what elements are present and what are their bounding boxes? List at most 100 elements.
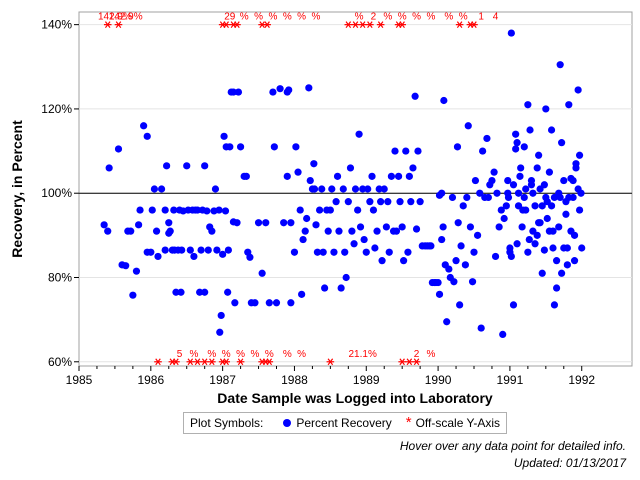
data-point [556, 61, 564, 69]
y-tick-label: 140% [41, 18, 72, 32]
data-point [287, 299, 295, 307]
data-point [298, 290, 306, 298]
data-point [512, 145, 520, 153]
data-point [457, 242, 465, 250]
data-point [114, 145, 123, 153]
data-point [570, 231, 579, 239]
offscale-marker-stroke [456, 21, 463, 29]
data-point [435, 290, 444, 298]
data-point [545, 168, 554, 176]
data-point [448, 193, 457, 202]
data-point [517, 164, 525, 172]
data-point [409, 164, 417, 172]
data-point [538, 269, 546, 277]
data-point [272, 299, 281, 307]
data-point [254, 219, 263, 227]
offscale-marker [412, 358, 421, 366]
data-point [313, 248, 322, 256]
data-point [172, 288, 180, 296]
data-point [542, 193, 550, 202]
data-point [251, 299, 259, 307]
offscale-label-top: % [355, 12, 364, 23]
offscale-marker [233, 21, 241, 29]
offscale-marker-stroke [471, 21, 477, 29]
data-point [242, 172, 250, 180]
data-point [525, 235, 533, 244]
data-point [504, 176, 512, 185]
data-point [477, 324, 485, 332]
data-point [100, 221, 108, 229]
data-point [337, 284, 345, 292]
offscale-marker [265, 358, 274, 366]
data-point [396, 198, 404, 206]
data-point [513, 139, 521, 147]
offscale-markers [103, 21, 478, 366]
data-point [560, 244, 568, 252]
offscale-label-top: 29 [224, 12, 236, 23]
data-point [132, 267, 141, 275]
data-point [229, 88, 238, 96]
data-point [407, 198, 415, 206]
data-point [341, 248, 349, 256]
offscale-label-bottom: % [265, 349, 274, 360]
data-point [186, 246, 194, 254]
offscale-label-top: % [444, 12, 453, 23]
offscale-marker [344, 21, 353, 29]
data-point [514, 189, 523, 197]
offscale-label-top: % [283, 12, 292, 23]
data-point [560, 176, 568, 185]
data-point [470, 248, 478, 256]
data-point [411, 92, 419, 100]
hover-hint: Hover over any data point for detailed i… [399, 439, 626, 453]
offscale-label-top: % [398, 12, 407, 23]
data-point [161, 206, 169, 214]
data-point [414, 147, 422, 155]
data-point [387, 172, 396, 180]
data-point [434, 278, 442, 287]
data-point [526, 126, 534, 134]
data-point [217, 311, 225, 320]
data-point [545, 227, 554, 235]
x-tick-label: 1992 [568, 373, 595, 387]
data-point [196, 288, 204, 296]
data-point [540, 246, 548, 254]
offscale-label-bottom: % [236, 349, 245, 360]
data-point [558, 139, 566, 147]
data-point [203, 207, 211, 215]
x-tick-label: 1986 [137, 373, 164, 387]
data-point [574, 86, 582, 94]
data-point [536, 185, 544, 193]
data-point [326, 206, 334, 214]
data-point [488, 176, 496, 185]
data-point [236, 143, 245, 151]
data-point [531, 240, 539, 248]
offscale-labels: 142.9%142.9% 29%%%%%%% 2%%%%%% 1 4 5%%%%%%%% 2… [98, 12, 499, 360]
offscale-marker [326, 358, 335, 366]
data-point [438, 235, 446, 244]
data-point [547, 126, 556, 134]
y-tick-label: 120% [41, 102, 72, 116]
data-point [233, 219, 241, 227]
data-point [226, 143, 234, 151]
data-point [550, 193, 559, 202]
data-point [258, 269, 266, 277]
offscale-marker-stroke [201, 358, 208, 366]
data-point [177, 288, 185, 296]
offscale-marker-stroke [223, 358, 229, 366]
data-point [122, 262, 130, 270]
updated-date: Updated: 01/13/2017 [513, 456, 626, 470]
offscale-marker-stroke [327, 358, 334, 366]
data-point [150, 185, 159, 193]
offscale-marker [200, 358, 209, 366]
offscale-marker [470, 21, 478, 29]
data-point [438, 189, 446, 197]
data-point [332, 198, 340, 206]
offscale-marker [405, 358, 414, 366]
offscale-marker [358, 21, 367, 29]
data-point [305, 84, 313, 92]
data-point [356, 223, 365, 231]
offscale-label-bottom: 2 [414, 349, 420, 360]
data-point [471, 176, 480, 185]
offscale-marker-stroke [173, 358, 179, 366]
data-point [366, 198, 374, 206]
